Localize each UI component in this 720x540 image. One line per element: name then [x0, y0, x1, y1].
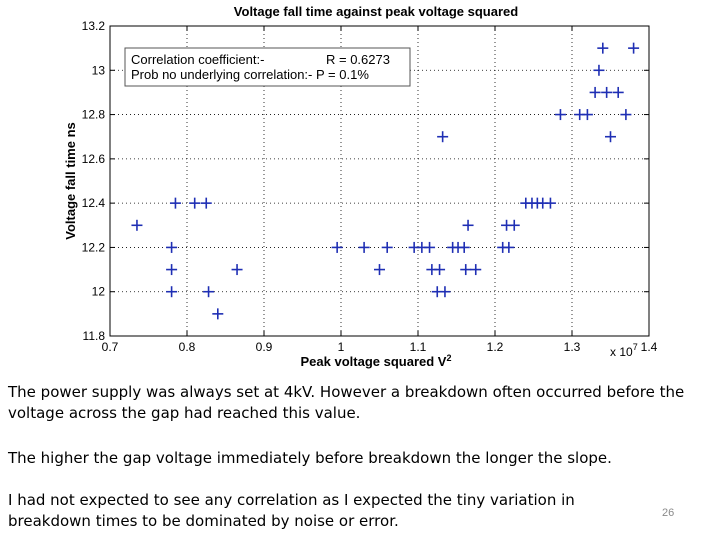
- y-tick-label: 12.6: [82, 152, 106, 166]
- x-axis-multiplier-exponent: 7: [633, 342, 638, 352]
- x-tick-label: 0.9: [256, 340, 273, 354]
- data-point: [605, 131, 616, 143]
- x-tick-label: 0.8: [179, 340, 196, 354]
- data-point: [589, 86, 601, 98]
- data-point: [581, 109, 593, 121]
- data-point: [169, 197, 181, 209]
- y-tick-label: 13.2: [82, 19, 106, 33]
- data-point: [508, 219, 520, 231]
- x-tick-label: 1.3: [564, 340, 581, 354]
- caption-paragraph-2: The higher the gap voltage immediately b…: [8, 449, 612, 467]
- data-point: [434, 264, 446, 276]
- legend-label-correlation: Correlation coefficient:-: [131, 52, 264, 67]
- x-axis-multiplier: x 107: [610, 342, 638, 359]
- data-point: [601, 86, 613, 98]
- x-tick-label: 1: [338, 340, 345, 354]
- data-point: [212, 308, 224, 320]
- slide-number: 26: [662, 507, 675, 519]
- legend-value-r: R = 0.6273: [326, 52, 390, 67]
- y-tick-label: 11.8: [83, 329, 106, 343]
- x-axis-label-text: Peak voltage squared V: [301, 354, 447, 369]
- y-tick-label: 12.2: [82, 240, 106, 254]
- y-axis-label: Voltage fall time ns: [63, 122, 78, 240]
- data-point: [612, 86, 624, 98]
- data-point: [189, 197, 201, 209]
- data-point: [331, 241, 343, 253]
- data-point: [437, 131, 449, 143]
- data-point: [458, 241, 470, 253]
- data-point: [460, 264, 472, 276]
- y-tick-label: 13: [92, 63, 106, 77]
- data-point: [200, 197, 212, 209]
- caption-paragraph-3: I had not expected to see any correlatio…: [8, 491, 575, 530]
- legend-label-probability: Prob no underlying correlation:- P = 0.1…: [131, 67, 369, 82]
- data-point: [470, 264, 482, 276]
- data-point: [203, 286, 215, 298]
- data-point: [628, 42, 640, 54]
- data-point: [597, 42, 609, 54]
- data-point: [620, 109, 632, 121]
- data-points: [131, 42, 640, 320]
- y-tick-label: 12.8: [82, 108, 106, 122]
- data-point: [166, 286, 178, 298]
- x-axis-label-superscript: 2: [446, 353, 451, 363]
- data-point: [381, 241, 393, 253]
- x-tick-label: 1.1: [410, 340, 427, 354]
- x-tick-label: 1.4: [641, 340, 658, 354]
- data-point: [439, 286, 451, 298]
- x-axis-label: Peak voltage squared V2: [301, 353, 452, 369]
- y-tick-label: 12: [92, 285, 106, 299]
- data-point: [131, 219, 143, 231]
- x-tick-label: 0.7: [102, 340, 119, 354]
- data-point: [462, 219, 474, 231]
- legend-box: Correlation coefficient:- R = 0.6273 Pro…: [124, 47, 411, 87]
- x-tick-label: 1.2: [487, 340, 504, 354]
- data-point: [231, 264, 243, 276]
- data-point: [374, 264, 385, 276]
- data-point: [166, 241, 178, 253]
- chart-title: Voltage fall time against peak voltage s…: [234, 4, 518, 19]
- axis-ticks: 0.7 0.8 0.9 1 1.1 1.2 1.3 1.4 11.8 12 12.2 12.4 12.6…: [82, 19, 658, 354]
- data-point: [554, 109, 566, 121]
- data-point: [593, 64, 605, 76]
- data-point: [544, 197, 556, 209]
- data-point: [424, 241, 436, 253]
- scatter-chart: Voltage fall time against peak voltage s…: [63, 4, 658, 369]
- data-point: [358, 241, 370, 253]
- data-point: [503, 241, 515, 253]
- data-point: [166, 264, 178, 276]
- caption-paragraph-1: The power supply was always set at 4kV. …: [8, 383, 685, 422]
- x-axis-multiplier-text: x 10: [610, 345, 633, 359]
- y-tick-label: 12.4: [82, 196, 106, 210]
